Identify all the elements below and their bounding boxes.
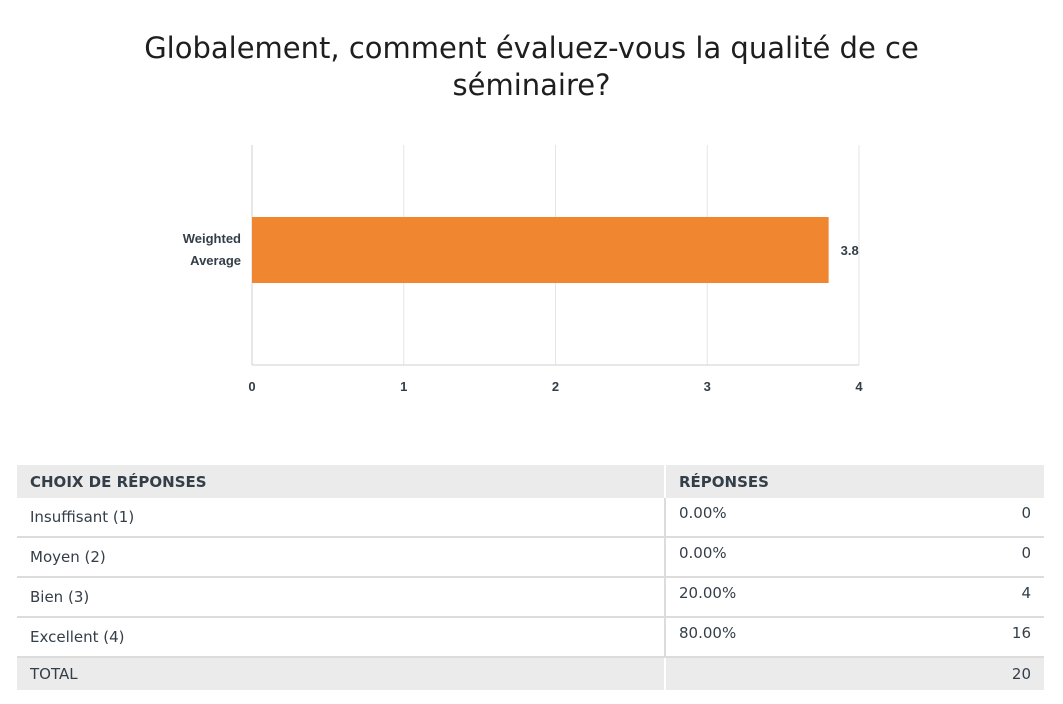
question-title: Globalement, comment évaluez-vous la qua… bbox=[144, 31, 919, 102]
x-tick-label: 1 bbox=[400, 379, 407, 394]
row-count: 16 bbox=[1011, 624, 1031, 642]
x-tick-label: 2 bbox=[552, 379, 559, 394]
row-responses: 0.00% 0 bbox=[664, 537, 1044, 578]
row-responses: 80.00% 16 bbox=[664, 617, 1044, 658]
table-header-row: CHOIX DE RÉPONSES RÉPONSES bbox=[17, 465, 1044, 498]
header-choices: CHOIX DE RÉPONSES bbox=[17, 465, 665, 498]
total-row: TOTAL 20 bbox=[17, 657, 1044, 690]
row-responses: 0.00% 0 bbox=[664, 498, 1044, 538]
row-percent: 0.00% bbox=[679, 544, 727, 562]
row-choice: Insuffisant (1) bbox=[17, 498, 665, 538]
row-count: 0 bbox=[1021, 544, 1031, 562]
bar bbox=[252, 217, 829, 283]
responses-table: CHOIX DE RÉPONSES RÉPONSES Insuffisant (… bbox=[17, 465, 1044, 690]
row-count: 4 bbox=[1021, 584, 1031, 602]
header-responses: RÉPONSES bbox=[664, 465, 1044, 498]
row-percent: 80.00% bbox=[679, 624, 737, 642]
table-row: Insuffisant (1) 0.00% 0 bbox=[17, 498, 1044, 538]
row-percent: 20.00% bbox=[679, 584, 737, 602]
row-choice: Excellent (4) bbox=[17, 617, 665, 658]
total-count: 20 bbox=[664, 657, 1044, 690]
x-tick-label: 3 bbox=[704, 379, 711, 394]
category-label: Weighted Average bbox=[183, 231, 241, 268]
x-tick-label: 4 bbox=[855, 379, 863, 394]
table-row: Excellent (4) 80.00% 16 bbox=[17, 617, 1044, 658]
row-responses: 20.00% 4 bbox=[664, 577, 1044, 618]
table-row: Moyen (2) 0.00% 0 bbox=[17, 537, 1044, 578]
bar-chart: 0 1 2 3 4 Weighted Average 3.8 bbox=[183, 145, 863, 394]
row-count: 0 bbox=[1021, 504, 1031, 522]
row-choice: Moyen (2) bbox=[17, 537, 665, 578]
row-percent: 0.00% bbox=[679, 504, 727, 522]
total-label: TOTAL bbox=[17, 657, 665, 690]
table-row: Bien (3) 20.00% 4 bbox=[17, 577, 1044, 618]
x-tick-label: 0 bbox=[248, 379, 255, 394]
data-label: 3.8 bbox=[841, 243, 859, 258]
row-choice: Bien (3) bbox=[17, 577, 665, 618]
